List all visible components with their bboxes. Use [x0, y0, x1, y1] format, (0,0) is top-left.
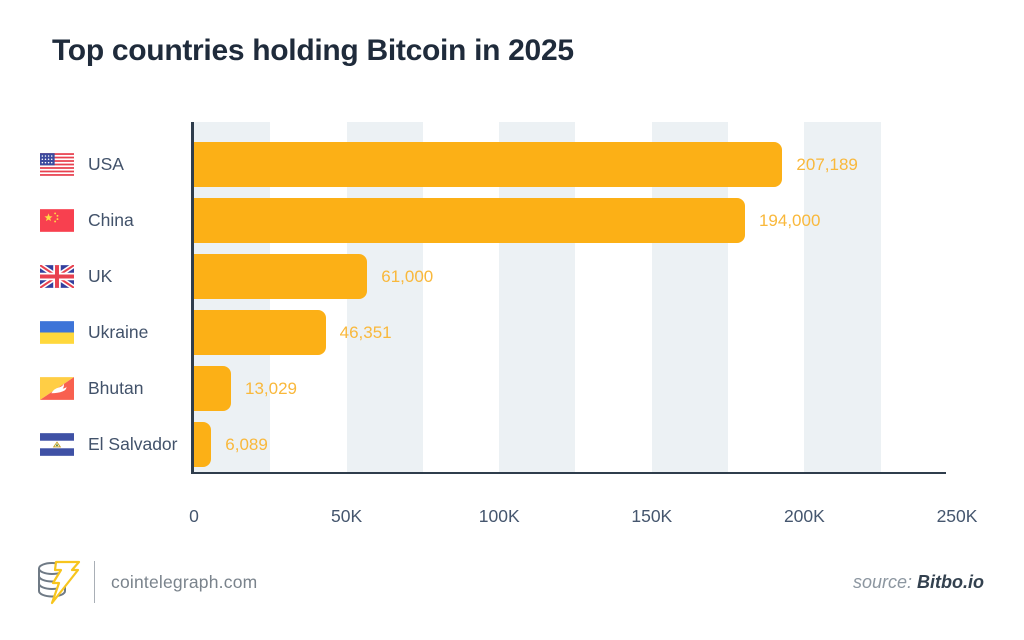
- bar-usa: [194, 142, 783, 187]
- source-name: Bitbo.io: [917, 572, 984, 592]
- plot-area: 207,189 194,000 61,000 46,351 13,029 6,089: [191, 122, 957, 474]
- bar-el-salvador: [194, 422, 212, 467]
- x-tick-label: 50K: [331, 506, 363, 526]
- x-tick-label: 100K: [478, 506, 520, 526]
- category-row: UK: [40, 254, 112, 299]
- bar-row: 207,189: [194, 142, 957, 187]
- usa-flag-icon: [40, 153, 74, 176]
- x-axis-line: [191, 472, 946, 474]
- china-flag-icon: [40, 209, 74, 232]
- footer-divider: [94, 561, 95, 603]
- category-label: Ukraine: [88, 322, 149, 342]
- bar-value-label: 13,029: [245, 379, 297, 398]
- bar-value-label: 194,000: [758, 211, 821, 230]
- chart-title: Top countries holding Bitcoin in 2025: [52, 34, 574, 67]
- category-row: Bhutan: [40, 366, 143, 411]
- x-tick-label: 0: [189, 506, 199, 526]
- bar-ukraine: [194, 310, 326, 355]
- category-label: El Salvador: [88, 434, 178, 454]
- x-tick-label: 250K: [936, 506, 978, 526]
- bar-value-label: 207,189: [796, 155, 858, 174]
- category-row: USA: [40, 142, 124, 187]
- ukraine-flag-icon: [40, 321, 74, 344]
- category-label: China: [88, 210, 134, 230]
- bar-value-label: 46,351: [339, 323, 392, 342]
- category-row: China: [40, 198, 134, 243]
- category-label: Bhutan: [88, 378, 144, 398]
- bar-value-label: 6,089: [225, 435, 268, 454]
- el-salvador-flag-icon: [40, 433, 74, 456]
- uk-flag-icon: [40, 265, 74, 288]
- category-label: USA: [88, 154, 124, 174]
- y-axis-line: [191, 122, 194, 472]
- bar-row: 13,029: [194, 366, 957, 411]
- x-tick-label: 200K: [783, 506, 825, 526]
- bar-row: 46,351: [194, 310, 957, 355]
- bar-row: 6,089: [194, 422, 957, 467]
- bar-row: 61,000: [194, 254, 957, 299]
- source-prefix: source:: [852, 572, 918, 592]
- bhutan-flag-icon: [40, 377, 74, 400]
- category-row: Ukraine: [40, 310, 148, 355]
- x-tick-label: 150K: [631, 506, 673, 526]
- bar-value-label: 61,000: [381, 267, 434, 286]
- footer-branding: cointelegraph.com: [34, 558, 257, 606]
- brand-text: cointelegraph.com: [111, 571, 258, 592]
- background-band: [804, 122, 881, 472]
- lightning-bolt-icon: [50, 560, 81, 605]
- bar-row: 194,000: [194, 198, 957, 243]
- category-label: UK: [88, 266, 113, 286]
- bar-uk: [194, 254, 368, 299]
- bar-bhutan: [194, 366, 231, 411]
- source-attribution: source: Bitbo.io: [853, 572, 984, 593]
- category-row: El Salvador: [40, 422, 178, 467]
- bar-china: [194, 198, 745, 243]
- cointelegraph-logo-icon: [38, 560, 81, 605]
